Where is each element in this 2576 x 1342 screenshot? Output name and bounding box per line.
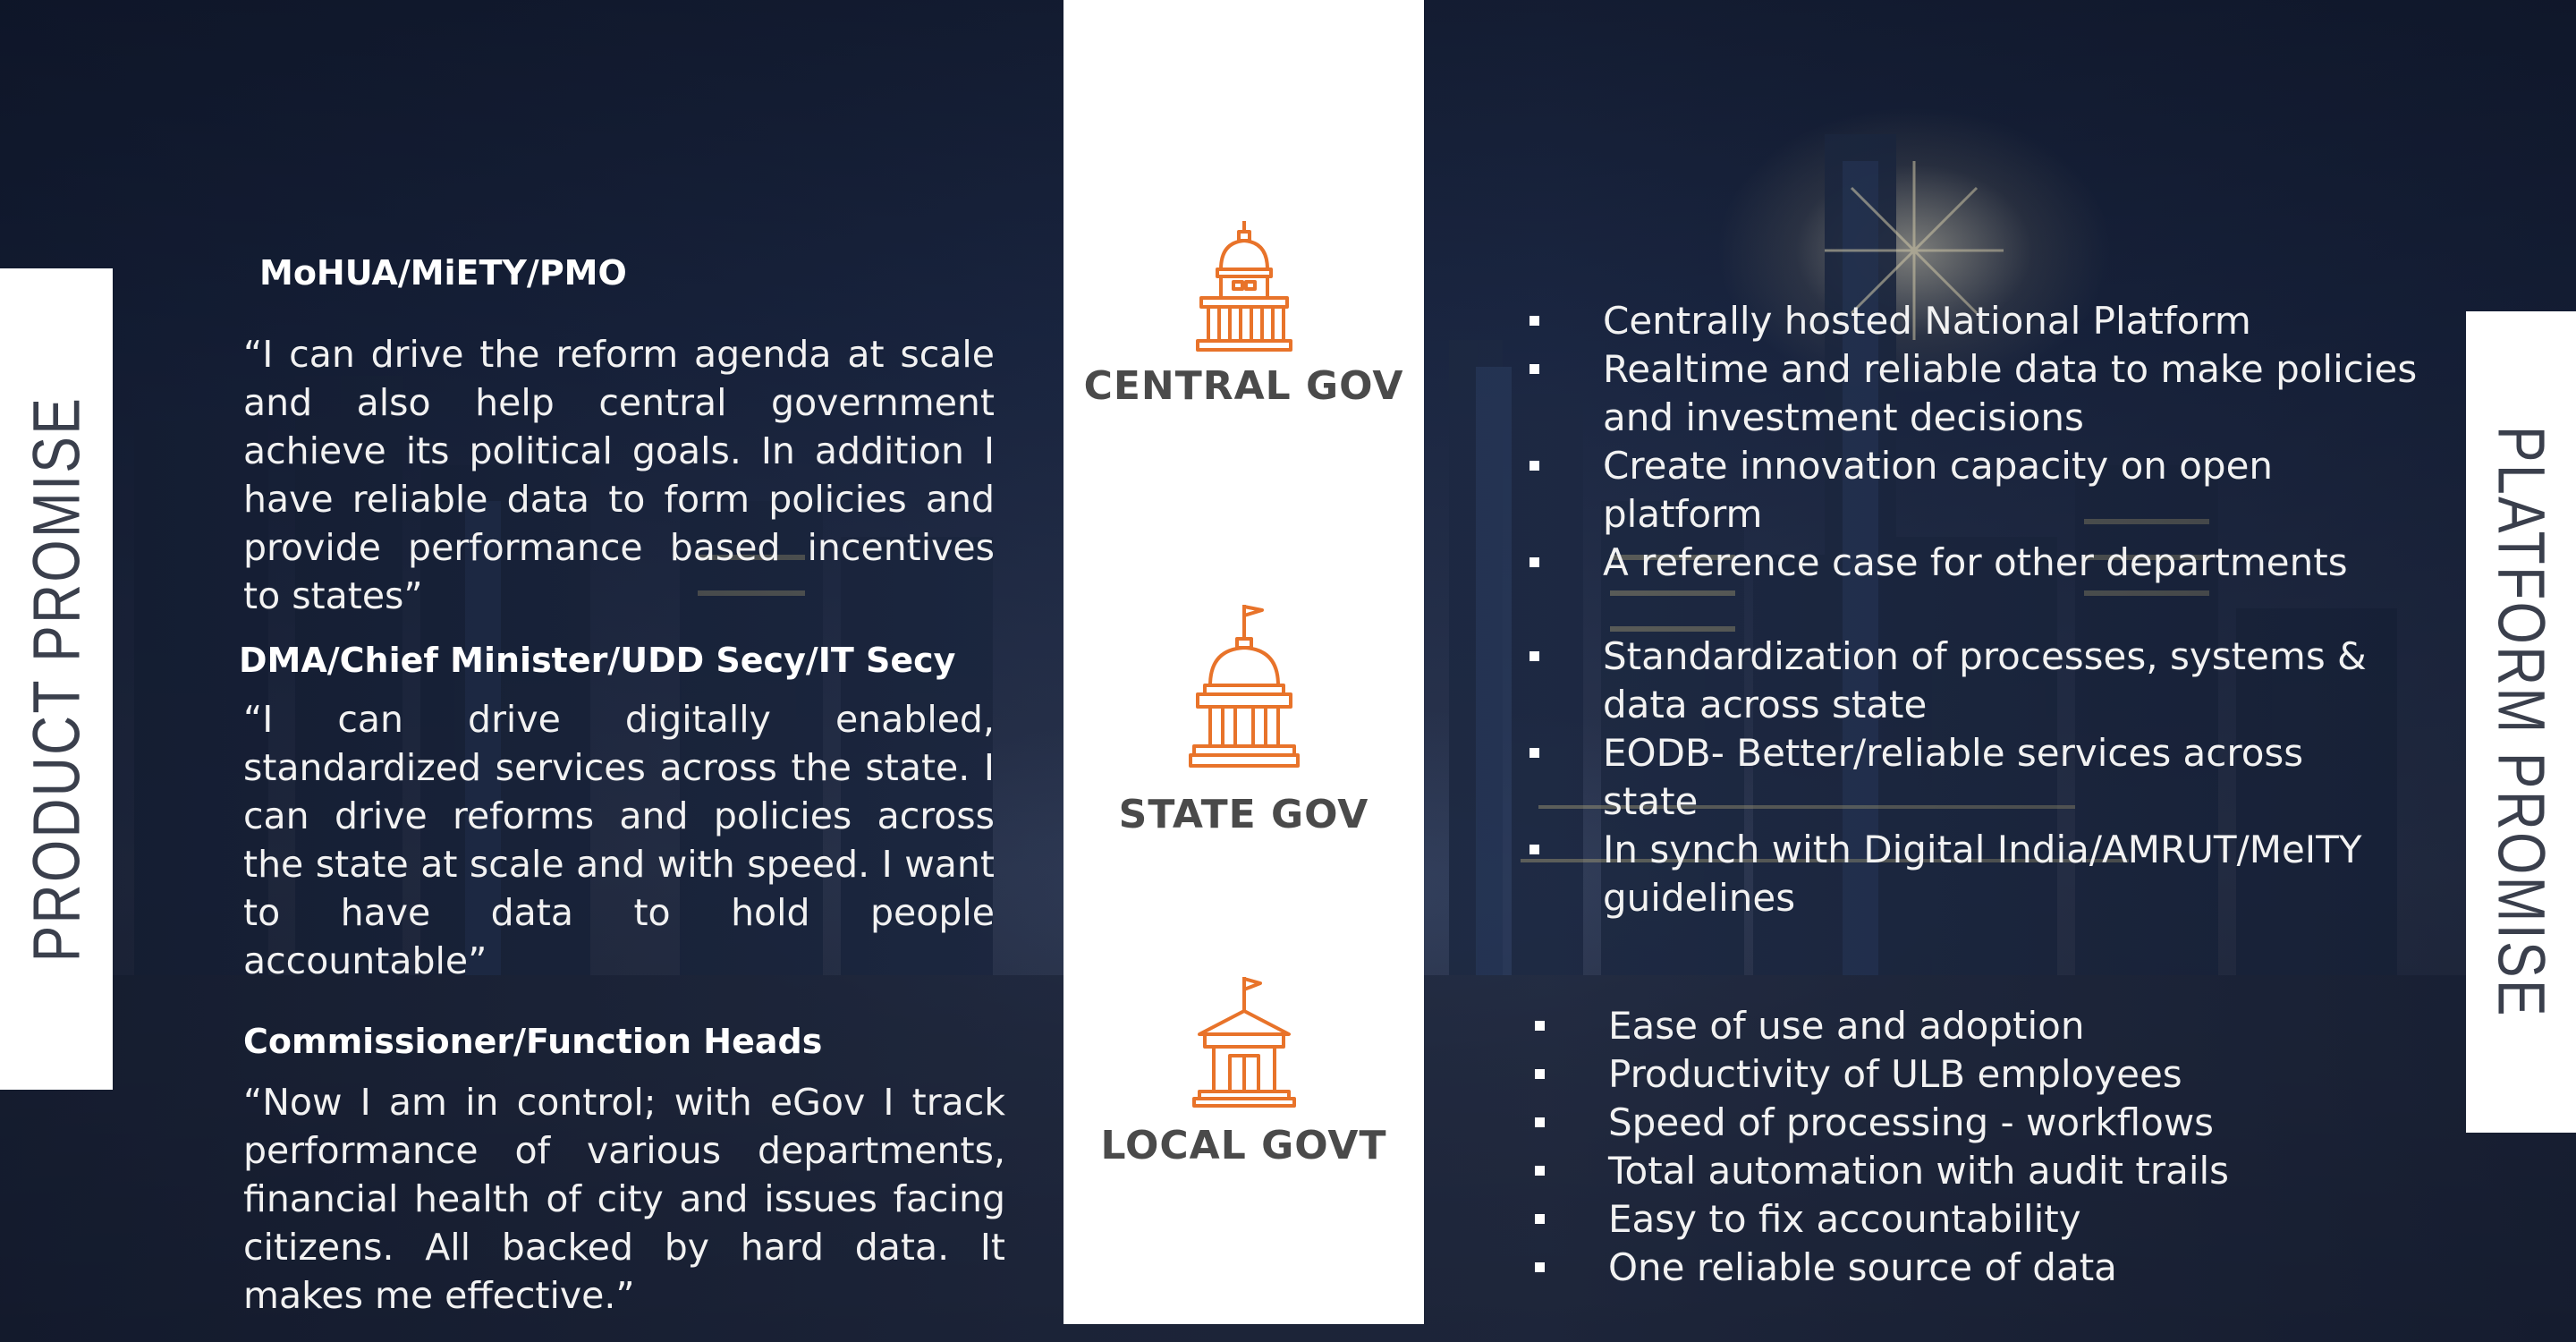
state-promise-list: Standardization of processes, systems & … — [1530, 633, 2390, 922]
list-item: In synch with Digital India/AMRUT/MeITY … — [1530, 826, 2390, 922]
bullet-icon — [1530, 364, 1539, 374]
list-item: Ease of use and adoption — [1535, 1002, 2395, 1050]
bullet-icon — [1535, 1117, 1545, 1127]
bullet-icon — [1530, 557, 1539, 567]
list-item: Productivity of ULB employees — [1535, 1050, 2395, 1099]
central-promise-list: Centrally hosted National Platform Realt… — [1530, 297, 2426, 587]
persona-title-state: DMA/Chief Minister/UDD Secy/IT Secy — [239, 641, 956, 680]
list-item: Total automation with audit trails — [1535, 1147, 2395, 1195]
persona-title-central: MoHUA/MiETY/PMO — [259, 253, 627, 293]
bullet-icon — [1530, 845, 1539, 854]
platform-promise-label: PLATFORM PROMISE — [2484, 426, 2558, 1018]
bullet-icon — [1535, 1262, 1545, 1272]
list-item: Create innovation capacity on open platf… — [1530, 442, 2426, 539]
central-gov-label: CENTRAL GOV — [1083, 363, 1404, 409]
town-hall-icon — [1191, 977, 1296, 1108]
state-capitol-icon — [1188, 605, 1300, 768]
bullet-icon — [1535, 1214, 1545, 1224]
persona-quote-state: “I can drive digitally enabled, standard… — [243, 698, 995, 982]
list-item: Speed of processing - workflows — [1535, 1099, 2395, 1147]
bullet-icon — [1535, 1021, 1545, 1031]
bullet-icon — [1530, 748, 1539, 758]
bullet-icon — [1535, 1166, 1545, 1176]
list-item: Centrally hosted National Platform — [1530, 297, 2426, 345]
bullet-icon — [1535, 1069, 1545, 1079]
bullet-icon — [1530, 461, 1539, 471]
persona-quote-local: “Now I am in control; with eGov I track … — [243, 1081, 1005, 1317]
product-promise-tab: PRODUCT PROMISE — [0, 268, 113, 1090]
local-govt-label: LOCAL GOVT — [1100, 1123, 1387, 1168]
list-item: Standardization of processes, systems & … — [1530, 633, 2390, 729]
local-promise-list: Ease of use and adoption Productivity of… — [1535, 1002, 2395, 1292]
platform-promise-tab: PLATFORM PROMISE — [2466, 311, 2576, 1133]
state-gov-label: STATE GOV — [1118, 792, 1369, 837]
persona-title-local: Commissioner/Function Heads — [243, 1022, 823, 1061]
government-levels-column: CENTRAL GOV STATE GOV LOCAL GOVT — [1063, 0, 1424, 1324]
capitol-dome-icon — [1195, 221, 1292, 352]
list-item: Easy to fix accountability — [1535, 1195, 2395, 1244]
list-item: Realtime and reliable data to make polic… — [1530, 345, 2426, 442]
product-promise-label: PRODUCT PROMISE — [19, 395, 94, 963]
list-item: EODB- Better/reliable services across st… — [1530, 729, 2390, 826]
bullet-icon — [1530, 651, 1539, 661]
list-item: A reference case for other departments — [1530, 539, 2426, 587]
persona-quote-central: “I can drive the reform agenda at scale … — [243, 333, 995, 617]
list-item: One reliable source of data — [1535, 1244, 2395, 1292]
bullet-icon — [1530, 316, 1539, 326]
